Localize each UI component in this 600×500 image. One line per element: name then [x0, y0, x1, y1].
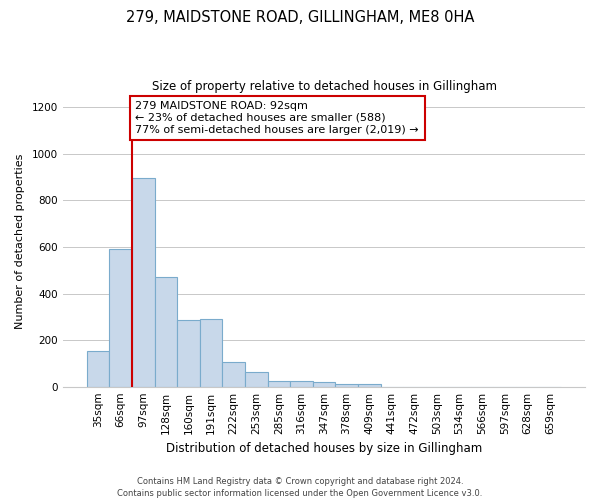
Bar	[155, 277, 177, 386]
Bar	[290, 381, 313, 386]
Bar	[313, 382, 335, 386]
Text: 279 MAIDSTONE ROAD: 92sqm
← 23% of detached houses are smaller (588)
77% of semi: 279 MAIDSTONE ROAD: 92sqm ← 23% of detac…	[136, 102, 419, 134]
X-axis label: Distribution of detached houses by size in Gillingham: Distribution of detached houses by size …	[166, 442, 482, 455]
Bar	[87, 350, 109, 386]
Bar	[132, 178, 155, 386]
Title: Size of property relative to detached houses in Gillingham: Size of property relative to detached ho…	[152, 80, 497, 93]
Bar	[177, 320, 200, 386]
Text: Contains HM Land Registry data © Crown copyright and database right 2024.
Contai: Contains HM Land Registry data © Crown c…	[118, 476, 482, 498]
Bar	[109, 250, 132, 386]
Y-axis label: Number of detached properties: Number of detached properties	[15, 154, 25, 329]
Text: 279, MAIDSTONE ROAD, GILLINGHAM, ME8 0HA: 279, MAIDSTONE ROAD, GILLINGHAM, ME8 0HA	[126, 10, 474, 25]
Bar	[223, 362, 245, 386]
Bar	[268, 381, 290, 386]
Bar	[358, 384, 380, 386]
Bar	[245, 372, 268, 386]
Bar	[200, 319, 223, 386]
Bar	[335, 384, 358, 386]
